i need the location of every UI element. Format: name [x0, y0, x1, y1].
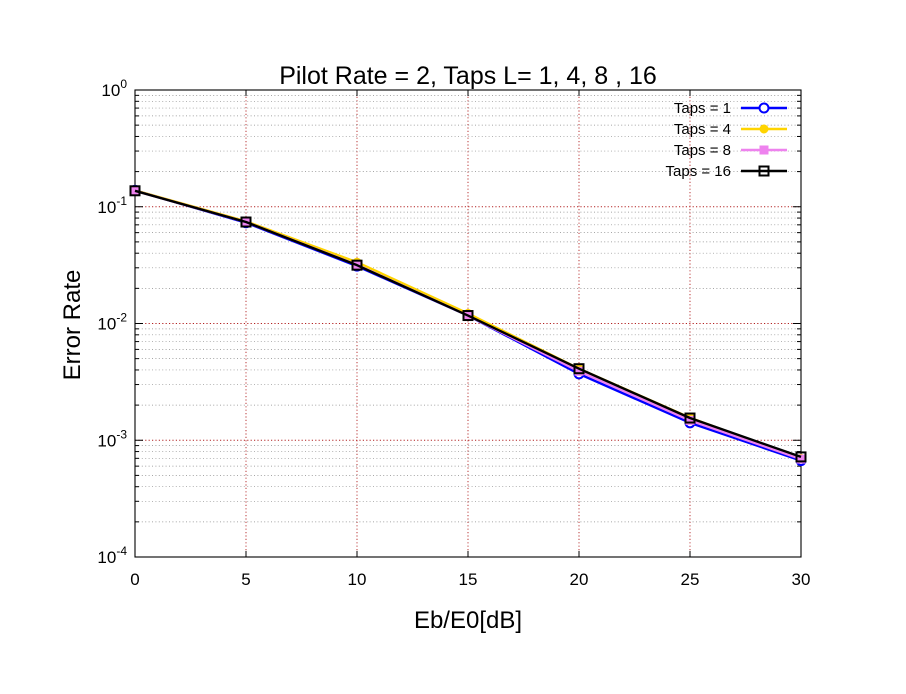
- y-tick-label: 100: [101, 77, 127, 100]
- y-tick-base: 10: [97, 548, 116, 567]
- data-point: [240, 216, 252, 228]
- series-4: [129, 185, 807, 463]
- legend-entry: Taps = 8: [674, 142, 787, 159]
- y-tick-label: 10-4: [97, 544, 127, 567]
- x-tick-label: 0: [130, 570, 139, 589]
- y-tick-base: 10: [97, 198, 116, 217]
- legend-entry: Taps = 4: [674, 121, 787, 138]
- legend-marker: [758, 165, 770, 177]
- legend-label: Taps = 8: [674, 142, 731, 159]
- y-tick-label: 10-3: [97, 427, 127, 450]
- data-point: [795, 451, 807, 463]
- y-tick-exponent: -4: [116, 544, 127, 558]
- y-tick-exponent: 0: [120, 77, 127, 91]
- legend-entry: Taps = 16: [666, 163, 787, 180]
- legend-label: Taps = 4: [674, 121, 731, 138]
- y-tick-label: 10-1: [97, 194, 127, 217]
- x-tick-label: 15: [459, 570, 478, 589]
- plot-frame: [134, 89, 802, 558]
- legend-marker: [759, 145, 769, 155]
- data-point: [684, 412, 696, 424]
- legend: Taps = 1 Taps = 4 Taps = 8 Taps = 16: [666, 100, 787, 180]
- legend-marker: [758, 102, 770, 114]
- data-series: [129, 184, 807, 467]
- y-tick-exponent: -3: [116, 427, 127, 441]
- data-point: [462, 310, 474, 322]
- x-tick-label: 20: [570, 570, 589, 589]
- x-axis-label: Eb/E0[dB]: [414, 607, 522, 634]
- data-point: [573, 363, 585, 375]
- y-tick-base: 10: [101, 81, 120, 100]
- x-tick-label: 30: [792, 570, 811, 589]
- grid-lines: [135, 90, 801, 557]
- y-tick-exponent: -1: [116, 194, 127, 208]
- legend-marker: [759, 124, 769, 134]
- x-tick-label: 10: [348, 570, 367, 589]
- legend-label: Taps = 1: [674, 100, 731, 117]
- x-tick-label: 5: [241, 570, 250, 589]
- y-tick-base: 10: [97, 431, 116, 450]
- data-point: [351, 259, 363, 271]
- x-tick-label: 25: [681, 570, 700, 589]
- series-line: [134, 189, 802, 459]
- chart-title: Pilot Rate = 2, Taps L= 1, 4, 8 , 16: [279, 62, 657, 90]
- legend-label: Taps = 16: [666, 163, 731, 180]
- y-tick-label: 10-2: [97, 311, 127, 334]
- series-line: [134, 189, 802, 460]
- data-point: [129, 185, 141, 197]
- y-tick-exponent: -2: [116, 311, 127, 325]
- legend-entry: Taps = 1: [674, 100, 787, 117]
- y-tick-base: 10: [97, 315, 116, 334]
- y-axis-label: Error Rate: [59, 270, 86, 381]
